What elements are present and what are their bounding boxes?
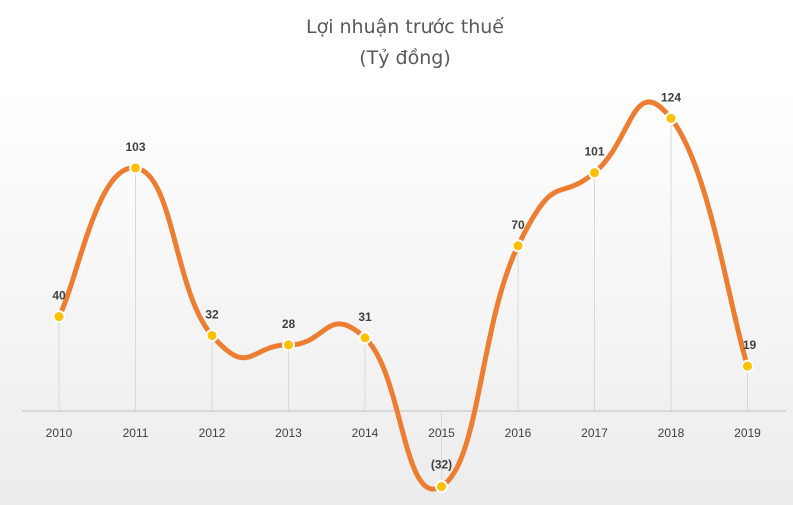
data-label-2016: 70 <box>511 218 525 232</box>
data-point-2017 <box>588 166 601 180</box>
data-point-2014 <box>358 331 372 345</box>
chart-subtitle: (Tỷ đồng) <box>359 47 451 69</box>
data-point-2011 <box>129 161 142 175</box>
data-point-2012 <box>205 328 219 342</box>
x-tick-label: 2017 <box>581 426 608 440</box>
x-tick-label: 2015 <box>428 426 455 440</box>
data-point-2019 <box>741 359 754 373</box>
x-tick-labels: 2010 2011 2012 2013 2014 2015 2016 2017 2018 2019 <box>46 426 762 440</box>
series-line <box>56 99 750 492</box>
data-labels: 40 103 32 28 31 (32) 70 101 124 19 <box>52 90 756 471</box>
chart-title: Lợi nhuận trước thuế <box>306 16 504 38</box>
plot-area-background <box>0 90 793 505</box>
x-tick-label: 2013 <box>275 426 302 440</box>
data-point-2015 <box>435 480 448 494</box>
data-label-2013: 28 <box>282 317 296 331</box>
x-tick-label: 2016 <box>505 426 532 440</box>
data-point-2016 <box>511 239 525 253</box>
data-label-2018: 124 <box>661 90 681 104</box>
x-tick-label: 2018 <box>658 426 685 440</box>
data-point-2018 <box>664 111 678 125</box>
x-tick-label: 2010 <box>46 426 73 440</box>
x-tick-label: 2014 <box>352 426 379 440</box>
data-label-2015: (32) <box>431 458 452 472</box>
x-tick-label: 2011 <box>123 426 149 440</box>
data-point-2013 <box>282 338 295 352</box>
data-label-2012: 32 <box>205 307 219 321</box>
drop-lines <box>58 118 748 487</box>
data-label-2011: 103 <box>125 140 145 154</box>
data-markers <box>52 111 754 494</box>
x-tick-label: 2012 <box>199 426 226 440</box>
x-tick-label: 2019 <box>734 426 761 440</box>
data-label-2014: 31 <box>358 310 372 324</box>
data-label-2017: 101 <box>584 145 604 159</box>
data-point-2010 <box>52 310 66 324</box>
data-label-2010: 40 <box>52 289 66 303</box>
data-label-2019: 19 <box>743 338 757 352</box>
